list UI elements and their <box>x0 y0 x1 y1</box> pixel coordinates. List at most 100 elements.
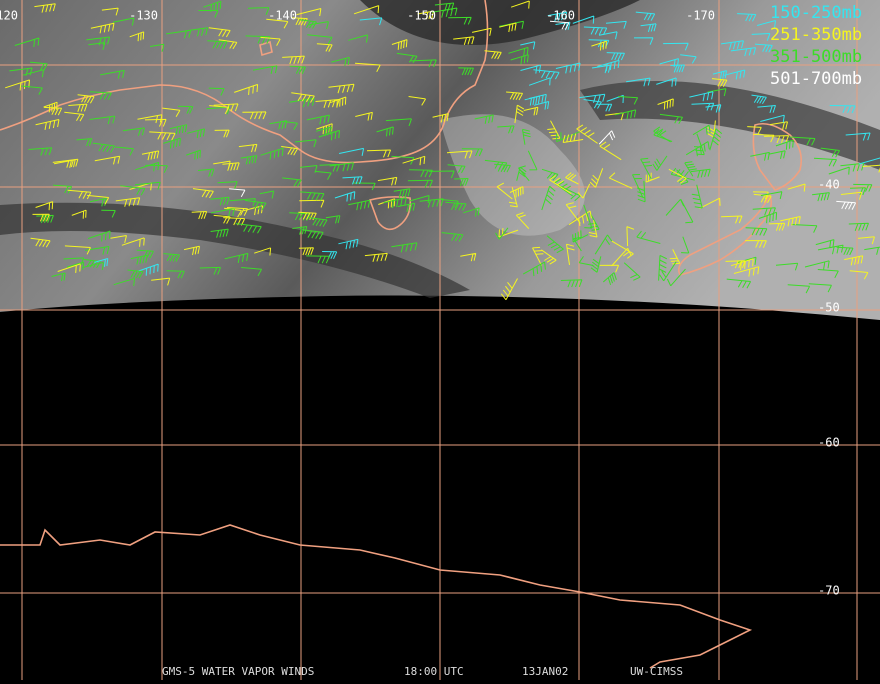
wind-barb <box>294 139 317 148</box>
wind-barb <box>199 266 221 275</box>
wind-barb <box>500 278 518 301</box>
wind-barb <box>760 191 783 200</box>
coastline <box>0 524 753 669</box>
lon-label: -170 <box>686 9 715 23</box>
wind-barb <box>705 104 722 113</box>
footer-text: 13JAN02 <box>522 665 568 678</box>
wind-barb <box>693 133 705 156</box>
wind-barb <box>589 168 604 188</box>
wind-barb <box>391 242 418 253</box>
wind-barb <box>338 147 365 156</box>
wind-barb <box>428 170 455 179</box>
wind-barb <box>659 261 677 282</box>
wind-barb <box>618 96 639 105</box>
wind-barb <box>354 62 381 73</box>
wind-barb <box>187 128 205 139</box>
wind-barb <box>565 202 581 224</box>
footer-text: GMS-5 WATER VAPOR WINDS <box>162 665 314 678</box>
cloud-swirl <box>440 114 585 236</box>
wind-barb <box>432 113 449 123</box>
wind-barb <box>30 237 51 248</box>
wind-barb <box>101 7 119 16</box>
wind-barb <box>506 91 524 101</box>
wind-barb <box>229 188 246 198</box>
wind-barb <box>684 161 697 177</box>
wind-barb <box>299 191 325 201</box>
wind-barb <box>51 272 66 282</box>
wind-barb <box>640 23 657 33</box>
wind-barb <box>391 39 408 50</box>
wind-barb <box>402 155 426 166</box>
wind-barb <box>353 5 380 15</box>
wind-barb <box>572 230 589 243</box>
wind-barb <box>260 147 284 160</box>
wind-barb <box>527 150 538 171</box>
wind-barb <box>242 111 267 120</box>
wind-barb <box>520 41 536 50</box>
wind-barb <box>494 163 511 173</box>
wind-barb <box>752 191 769 200</box>
wind-barb <box>808 283 832 293</box>
wind-barb <box>730 258 754 271</box>
wind-barb <box>307 34 333 45</box>
wind-barb <box>849 270 869 280</box>
wind-barb <box>92 142 115 153</box>
wind-barb <box>518 165 530 182</box>
wind-barb <box>334 191 356 202</box>
wind-barb <box>560 279 583 288</box>
wind-barb <box>857 236 875 245</box>
wind-barb <box>484 50 502 60</box>
wind-barb <box>685 141 710 157</box>
wind-barb <box>549 20 570 30</box>
wind-barb <box>150 43 165 52</box>
wind-barb <box>210 196 230 206</box>
wind-barb <box>377 176 398 186</box>
wind-barb <box>64 245 91 255</box>
wind-barb <box>355 111 373 121</box>
wind-barb <box>753 133 775 143</box>
wind-barb <box>471 27 492 36</box>
wind-barb <box>626 77 651 87</box>
wind-barb <box>292 226 308 235</box>
footer-text: 18:00 UTC <box>404 665 464 678</box>
wind-barb <box>364 252 388 262</box>
wind-barb <box>566 243 575 265</box>
wind-barb <box>840 162 865 172</box>
wind-barb <box>183 245 200 256</box>
wind-barb <box>658 254 668 281</box>
wind-barb <box>210 228 229 238</box>
wind-barb <box>292 17 308 26</box>
wind-barb <box>35 201 54 211</box>
wind-barb <box>633 37 654 45</box>
wind-barb <box>238 143 258 153</box>
dry-band <box>0 202 470 298</box>
wind-barb <box>120 185 146 196</box>
wind-barb <box>445 201 467 211</box>
wind-barb <box>224 252 249 263</box>
wind-barb <box>453 36 475 46</box>
wind-barb <box>121 237 145 247</box>
wind-barb <box>359 17 383 26</box>
wind-barb <box>192 188 214 199</box>
wind-barb <box>376 126 394 137</box>
wind-barb <box>499 22 517 33</box>
wind-barb <box>583 204 593 229</box>
wind-barb <box>463 207 480 217</box>
lat-label: -60 <box>818 436 840 450</box>
wind-barb <box>454 178 469 186</box>
wind-barb <box>223 217 246 226</box>
wind-barb <box>163 137 181 149</box>
wind-barb <box>817 244 844 255</box>
wind-barb <box>709 128 723 151</box>
wind-barb <box>328 83 355 94</box>
wind-barb <box>848 222 869 231</box>
wind-barb <box>32 213 50 222</box>
wind-barb <box>241 267 263 277</box>
legend-entry: 150-250mb <box>770 3 862 23</box>
wind-barb <box>432 7 458 18</box>
wind-barb <box>751 94 767 105</box>
wind-barb <box>565 172 579 185</box>
wind-barb <box>514 104 525 124</box>
